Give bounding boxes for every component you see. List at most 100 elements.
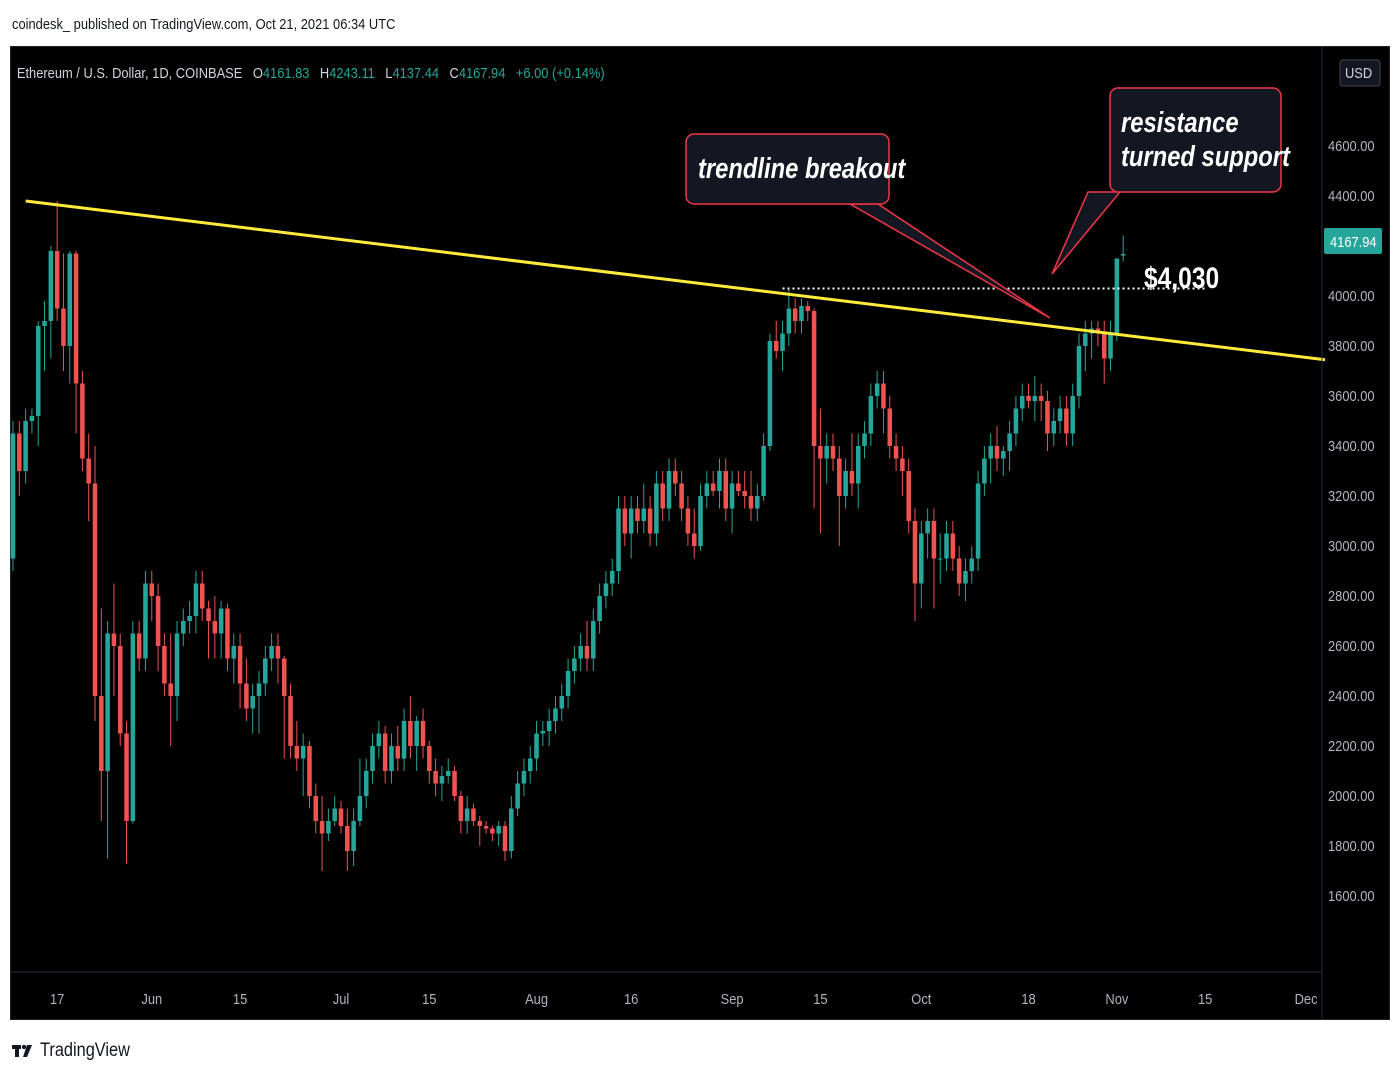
candle-body xyxy=(117,646,123,734)
candle-body xyxy=(124,733,129,821)
callout-trendline-breakout[interactable]: trendline breakout xyxy=(685,133,1051,319)
callout-resistance-turned-support[interactable]: resistance turned support xyxy=(1051,87,1291,275)
candle-body xyxy=(837,458,842,496)
price-tick-label: 3200.00 xyxy=(1328,487,1375,504)
candle-body xyxy=(105,633,110,771)
candle-body xyxy=(288,696,293,746)
candle-body xyxy=(597,596,602,621)
legend-c-label: C xyxy=(450,64,459,81)
candle-body xyxy=(849,471,855,484)
candle-body xyxy=(521,771,527,784)
candle-body xyxy=(1038,396,1044,401)
price-chart[interactable]: $4,030 trendline breakout resistance tur… xyxy=(10,46,1390,1020)
candle-body xyxy=(187,616,192,621)
candle-body xyxy=(483,826,489,829)
time-tick-label: Aug xyxy=(525,990,548,1007)
price-tick-label: 2400.00 xyxy=(1328,687,1375,704)
published-info: coindesk_ published on TradingView.com, … xyxy=(12,16,396,33)
candle-body xyxy=(256,683,262,696)
candle-body xyxy=(975,483,981,559)
candle-body xyxy=(237,646,243,684)
candle-body xyxy=(231,646,237,659)
legend-symbol: Ethereum / U.S. Dollar, 1D, COINBASE xyxy=(17,64,243,81)
candle-body xyxy=(937,558,943,560)
candle-body xyxy=(755,496,760,509)
price-tick-label: 3600.00 xyxy=(1328,387,1375,404)
current-price-tag: 4167.94 xyxy=(1324,228,1382,254)
candle-body xyxy=(471,808,476,821)
candle-body xyxy=(1064,408,1069,434)
candle-body xyxy=(29,416,35,421)
candle-body xyxy=(736,483,741,491)
candle-body xyxy=(647,508,653,534)
candle-body xyxy=(313,796,319,821)
candle-body xyxy=(80,383,85,459)
candle-body xyxy=(275,646,281,659)
candle-body xyxy=(641,508,647,521)
tradingview-logo-icon xyxy=(12,1044,32,1057)
current-price-label: 4167.94 xyxy=(1330,233,1377,250)
candle-body xyxy=(1120,254,1126,256)
header-bar: coindesk_ published on TradingView.com, … xyxy=(0,0,1400,46)
candle-body xyxy=(1101,333,1107,359)
legend-h-label: H xyxy=(320,64,329,81)
candle-body xyxy=(792,308,798,321)
price-axis-labels: 4600.00 4400.00 4000.00 3800.00 3600.00 3400.… xyxy=(1328,137,1375,904)
legend-o-value: 4161.83 xyxy=(263,64,310,81)
candle-body xyxy=(1083,333,1088,346)
time-tick-label: Jun xyxy=(141,990,162,1007)
candle-body xyxy=(23,421,28,471)
time-tick-label: Sep xyxy=(721,990,744,1007)
candle-body xyxy=(464,808,470,821)
candle-body xyxy=(193,583,199,616)
candle-body xyxy=(10,433,16,559)
candle-body xyxy=(281,658,287,696)
candle-body xyxy=(710,483,716,491)
candle-body xyxy=(244,683,249,709)
candle-body xyxy=(269,646,274,659)
candle-body xyxy=(616,508,621,571)
candle-body xyxy=(691,533,697,546)
candle-body xyxy=(250,696,255,709)
candle-body xyxy=(1007,433,1012,451)
candle-body xyxy=(181,621,186,634)
candle-body xyxy=(900,458,905,471)
tradingview-logo[interactable]: TradingView xyxy=(12,1040,145,1062)
candle-body xyxy=(666,471,672,509)
tradingview-logo-text: TradingView xyxy=(40,1040,130,1061)
callout-resistance-line2: turned support xyxy=(1121,140,1291,173)
candle-body xyxy=(136,633,142,659)
candle-body xyxy=(408,721,413,746)
candle-body xyxy=(799,306,804,321)
candle-body xyxy=(54,251,60,309)
candle-body xyxy=(830,446,836,459)
candle-body xyxy=(982,458,987,484)
candle-body xyxy=(855,446,861,484)
time-tick-label: 15 xyxy=(422,990,437,1007)
candle-body xyxy=(433,771,438,784)
time-tick-label: 17 xyxy=(50,990,65,1007)
candle-body xyxy=(363,771,369,796)
legend-o-label: O xyxy=(253,64,263,81)
candle-body xyxy=(1114,258,1120,334)
level-label: $4,030 xyxy=(1144,261,1219,295)
candle-body xyxy=(881,383,886,409)
currency-button[interactable]: USD xyxy=(1339,59,1381,87)
candle-body xyxy=(326,821,331,834)
candle-body xyxy=(591,621,596,659)
candle-body xyxy=(578,646,583,659)
candle-body xyxy=(174,633,180,696)
candle-body xyxy=(654,483,659,534)
candle-body xyxy=(673,471,678,484)
symbol-legend: Ethereum / U.S. Dollar, 1D, COINBASE O41… xyxy=(17,64,605,81)
candle-body xyxy=(332,808,337,821)
candle-body xyxy=(773,341,779,351)
legend-change: +6.00 (+0.14%) xyxy=(516,64,605,81)
candle-body xyxy=(439,776,445,784)
candle-body xyxy=(584,646,590,659)
candle-body xyxy=(1001,451,1006,459)
candle-body xyxy=(988,446,993,459)
price-tick-label: 4600.00 xyxy=(1328,137,1375,154)
candles-layer xyxy=(10,201,1126,871)
candle-body xyxy=(414,721,419,746)
